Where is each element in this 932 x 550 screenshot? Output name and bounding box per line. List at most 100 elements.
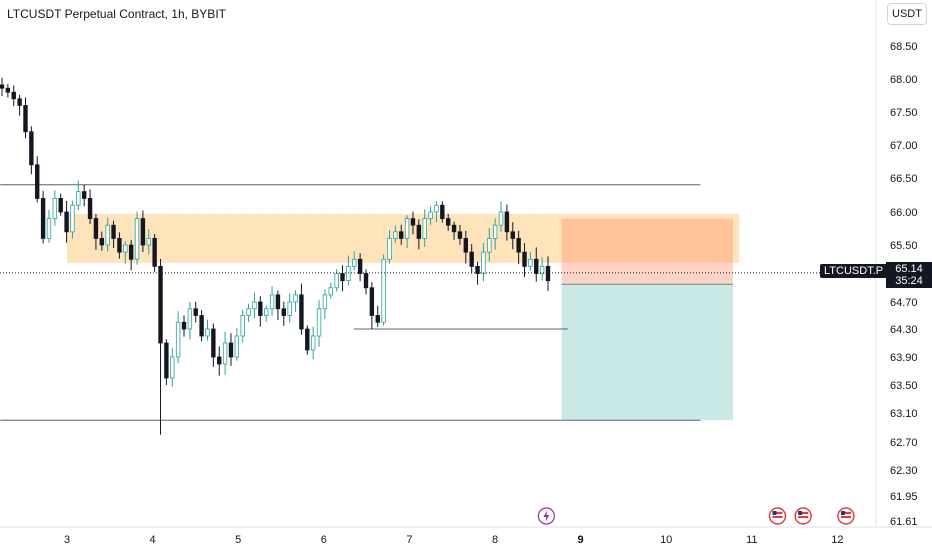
candle-body (328, 287, 333, 296)
candle-body (70, 204, 75, 233)
candle-body (451, 224, 457, 233)
candle-body (199, 315, 204, 337)
candle-body (222, 342, 228, 365)
candle-body (492, 224, 498, 239)
candle-body (352, 258, 357, 267)
x-tick-label: 12 (831, 534, 843, 546)
candle-body (23, 105, 28, 133)
candle-body (105, 224, 110, 246)
target-zone (561, 284, 733, 421)
x-tick-label: 7 (406, 534, 412, 546)
candle-body (181, 321, 187, 330)
x-tick-label: 4 (150, 534, 156, 546)
candle-body (275, 294, 281, 310)
currency-button[interactable]: USDT (887, 3, 927, 25)
candle-body (504, 211, 510, 233)
candle-body (510, 231, 515, 239)
last-price-tag: 65.14 35:24 (886, 262, 932, 288)
candle-body (375, 315, 380, 323)
y-tick-label: 61.61 (890, 516, 918, 528)
candle-body (399, 231, 404, 239)
flag-canton (840, 511, 845, 515)
candle-body (117, 237, 122, 253)
flag-stripe (772, 516, 783, 518)
y-tick-label: 61.95 (890, 491, 918, 503)
candle-body (428, 211, 433, 219)
candle-body (5, 87, 11, 93)
candle-body (263, 308, 269, 316)
x-tick-label: 5 (235, 534, 241, 546)
candle-body (299, 294, 304, 330)
candle-body (340, 273, 345, 282)
candle-body (152, 237, 157, 267)
y-tick-label: 63.10 (890, 408, 918, 420)
candle-body (246, 308, 251, 316)
candle-body (81, 191, 87, 199)
flag-canton (772, 511, 777, 515)
y-tick-label: 68.50 (890, 41, 918, 53)
candle-body (128, 244, 134, 260)
candle-body (76, 191, 81, 206)
candle-body (393, 231, 398, 239)
candle-body (522, 251, 527, 267)
candle-body (434, 204, 439, 213)
candle-body (252, 301, 257, 310)
candle-body (498, 211, 504, 226)
candle-body (175, 321, 181, 358)
y-tick-label: 68.00 (890, 74, 918, 86)
candle-body (534, 258, 539, 274)
candle-body (111, 224, 116, 239)
candle-body (46, 218, 52, 239)
candle-body (475, 265, 480, 274)
candle-body (310, 335, 316, 351)
candle-body (52, 197, 58, 219)
candle-body (234, 335, 240, 358)
candle-body (316, 308, 322, 337)
y-tick-label: 67.00 (890, 140, 918, 152)
candle-body (123, 244, 128, 253)
candle-body (58, 197, 63, 213)
x-tick-label: 9 (578, 534, 584, 546)
flag-stripe (772, 512, 783, 514)
candle-body (205, 328, 210, 337)
y-tick-label: 65.50 (890, 240, 918, 252)
x-tick-label: 6 (321, 534, 327, 546)
candle-body (158, 265, 163, 344)
candle-body (164, 342, 169, 379)
candle-body (469, 251, 474, 267)
candle-body (334, 273, 339, 289)
candle-body (545, 265, 551, 282)
candle-body (416, 224, 422, 239)
candle-body (228, 342, 234, 358)
stop-zone-lower (561, 262, 733, 285)
y-tick-label: 63.50 (890, 380, 918, 392)
candle-body (240, 315, 245, 337)
candle-body (293, 294, 298, 303)
candle-body (422, 218, 427, 239)
candle-body (217, 356, 222, 365)
x-tick-label: 11 (746, 534, 757, 546)
last-price: 65.14 (895, 263, 923, 275)
candle-body (516, 237, 521, 253)
y-tick-label: 67.50 (890, 107, 918, 119)
candle-body (381, 258, 386, 323)
candle-body (305, 328, 310, 351)
candle-body (404, 218, 410, 239)
x-tick-label: 8 (492, 534, 498, 546)
candle-body (457, 231, 463, 239)
y-tick-label: 64.70 (890, 297, 918, 309)
candle-body (357, 258, 363, 274)
candle-body (35, 164, 40, 199)
flag-stripe (840, 516, 851, 518)
flag-stripe (798, 516, 809, 518)
candle-body (346, 265, 351, 282)
candle-body (539, 265, 545, 274)
candle-body (99, 237, 105, 246)
flag-stripe (840, 512, 851, 514)
y-tick-label: 62.70 (890, 437, 918, 449)
candle-body (146, 237, 151, 246)
symbol-tag: LTCUSDT.P (820, 264, 888, 278)
flag-canton (798, 511, 803, 515)
x-tick-label: 3 (64, 534, 70, 546)
